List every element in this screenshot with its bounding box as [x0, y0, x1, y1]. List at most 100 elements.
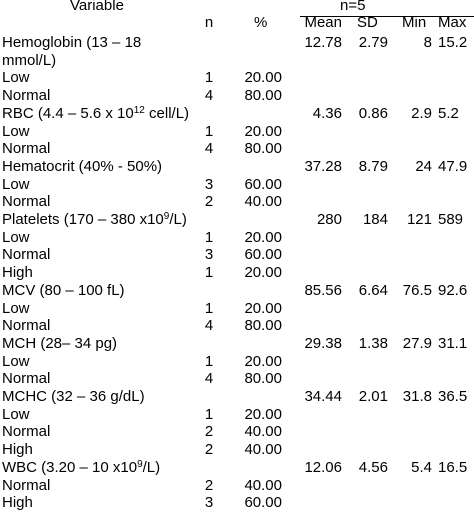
min-cell: 24: [415, 157, 432, 175]
count-cell: 2: [204, 423, 214, 441]
percent-cell: 80.00: [244, 140, 282, 158]
table-row: Normal 2 40.00: [0, 192, 474, 212]
variable-label: High: [2, 441, 33, 459]
variable-cell: MCH (28– 34 pg): [2, 334, 117, 354]
variable-label: MCH (28– 34 pg): [2, 334, 118, 352]
variable-label: Low: [2, 405, 30, 423]
sd-cell: 8.79: [358, 157, 388, 175]
variable-cell: Hematocrit (40% - 50%): [2, 157, 162, 177]
table-row: WBC (3.20 – 10 x109/L) 12.06 4.56 5.4 16.5: [0, 458, 474, 478]
max-cell: 36.5: [438, 388, 468, 405]
variable-label: Low: [2, 122, 30, 140]
table-row: High 2 40.00: [0, 440, 474, 460]
max-cell: 589: [438, 211, 464, 228]
sd-cell: 184: [362, 211, 388, 228]
variable-label: High: [2, 494, 33, 512]
variable-cell: High: [2, 440, 33, 460]
min-cell: 121: [406, 211, 432, 228]
table-row: Hematocrit (40% - 50%) 37.28 8.79 24 47.9: [0, 157, 474, 177]
variable-label: Low: [2, 228, 30, 246]
variable-label: mmol/L): [2, 51, 57, 69]
table-row: Normal 3 60.00: [0, 245, 474, 265]
variable-cell: MCHC (32 – 36 g/dL): [2, 387, 145, 407]
mean-cell: 12.78: [304, 34, 342, 51]
mean-cell: 85.56: [304, 281, 342, 299]
variable-label: Normal: [2, 87, 51, 105]
percent-cell: 80.00: [244, 317, 282, 335]
count-cell: 1: [204, 352, 214, 370]
variable-cell: Normal: [2, 245, 50, 265]
variable-cell: Low: [2, 68, 30, 88]
count-cell: 1: [204, 299, 214, 317]
percent-cell: 40.00: [244, 441, 282, 459]
sd-cell: 4.56: [358, 458, 388, 476]
percent-cell: 80.00: [244, 370, 282, 388]
variable-cell: Platelets (170 – 380 x109/L): [2, 210, 187, 230]
table-row: Normal 4 80.00: [0, 316, 474, 336]
table-row: Platelets (170 – 380 x109/L) 280 184 121 589: [0, 210, 474, 230]
variable-cell: Normal: [2, 369, 50, 389]
unit-exponent: 12: [133, 104, 145, 116]
mean-cell: 34.44: [304, 388, 342, 405]
variable-cell: Normal: [2, 86, 50, 106]
variable-cell: Low: [2, 228, 30, 248]
min-cell: 2.9: [411, 104, 432, 122]
percent-cell: 60.00: [244, 246, 282, 264]
variable-cell: MCV (80 – 100 fL): [2, 281, 125, 301]
variable-label: Low: [2, 352, 30, 370]
variable-label: Hemoglobin (13 – 18: [2, 34, 142, 51]
variable-cell: Low: [2, 405, 30, 425]
variable-label: Hematocrit (40% - 50%): [2, 157, 163, 175]
unit-exponent: 9: [163, 211, 170, 222]
variable-label: MCV (80 – 100 fL): [2, 281, 125, 299]
max-cell: 16.5: [438, 458, 468, 476]
max-cell: 92.6: [438, 281, 468, 299]
count-cell: 3: [204, 175, 214, 193]
header-mean: Mean: [304, 14, 342, 31]
header-percent: %: [254, 14, 268, 31]
percent-cell: 20.00: [244, 228, 282, 246]
table-row: mmol/L): [0, 51, 474, 71]
sd-cell: 0.86: [358, 104, 388, 122]
percent-cell: 40.00: [244, 423, 282, 441]
variable-cell: Low: [2, 175, 30, 195]
variable-label: Normal: [2, 246, 51, 264]
max-cell: 47.9: [438, 157, 468, 175]
table-row: MCH (28– 34 pg) 29.38 1.38 27.9 31.1: [0, 334, 474, 354]
variable-label: Platelets (170 – 380 x10: [2, 211, 164, 228]
variable-cell: Low: [2, 352, 30, 372]
max-cell: 5.2: [438, 104, 459, 122]
table-row: Low 1 20.00: [0, 405, 474, 425]
count-cell: 4: [204, 140, 214, 158]
header-variable: Variable: [70, 0, 124, 14]
variable-cell: Low: [2, 299, 30, 319]
percent-cell: 20.00: [244, 299, 282, 317]
count-cell: 2: [204, 441, 214, 459]
variable-cell: Low: [2, 122, 30, 142]
table-row: Low 3 60.00: [0, 175, 474, 195]
percent-cell: 20.00: [244, 69, 282, 87]
variable-label: MCHC (32 – 36 g/dL): [2, 388, 145, 405]
table-row: Normal 4 80.00: [0, 369, 474, 389]
variable-cell: Normal: [2, 316, 50, 336]
variable-label: Normal: [2, 193, 51, 211]
table-row: MCHC (32 – 36 g/dL) 34.44 2.01 31.8 36.5: [0, 387, 474, 407]
sd-cell: 2.01: [358, 388, 388, 405]
variable-label: Normal: [2, 423, 51, 441]
table-row: Low 1 20.00: [0, 352, 474, 372]
min-cell: 5.4: [411, 458, 432, 476]
table-row: Normal 4 80.00: [0, 139, 474, 159]
count-cell: 3: [204, 246, 214, 264]
count-cell: 1: [204, 122, 214, 140]
table-row: MCV (80 – 100 fL) 85.56 6.64 76.5 92.6: [0, 281, 474, 301]
table-row: Low 1 20.00: [0, 122, 474, 142]
min-cell: 76.5: [402, 281, 432, 299]
header-row-1: Variable n=5: [0, 0, 474, 16]
table-row: High 3 60.00: [0, 493, 474, 513]
percent-cell: 40.00: [244, 193, 282, 211]
sd-cell: 1.38: [358, 334, 388, 352]
variable-label: Low: [2, 299, 30, 317]
header-min: Min: [402, 14, 427, 31]
sd-cell: 6.64: [358, 281, 388, 299]
count-cell: 4: [204, 370, 214, 388]
